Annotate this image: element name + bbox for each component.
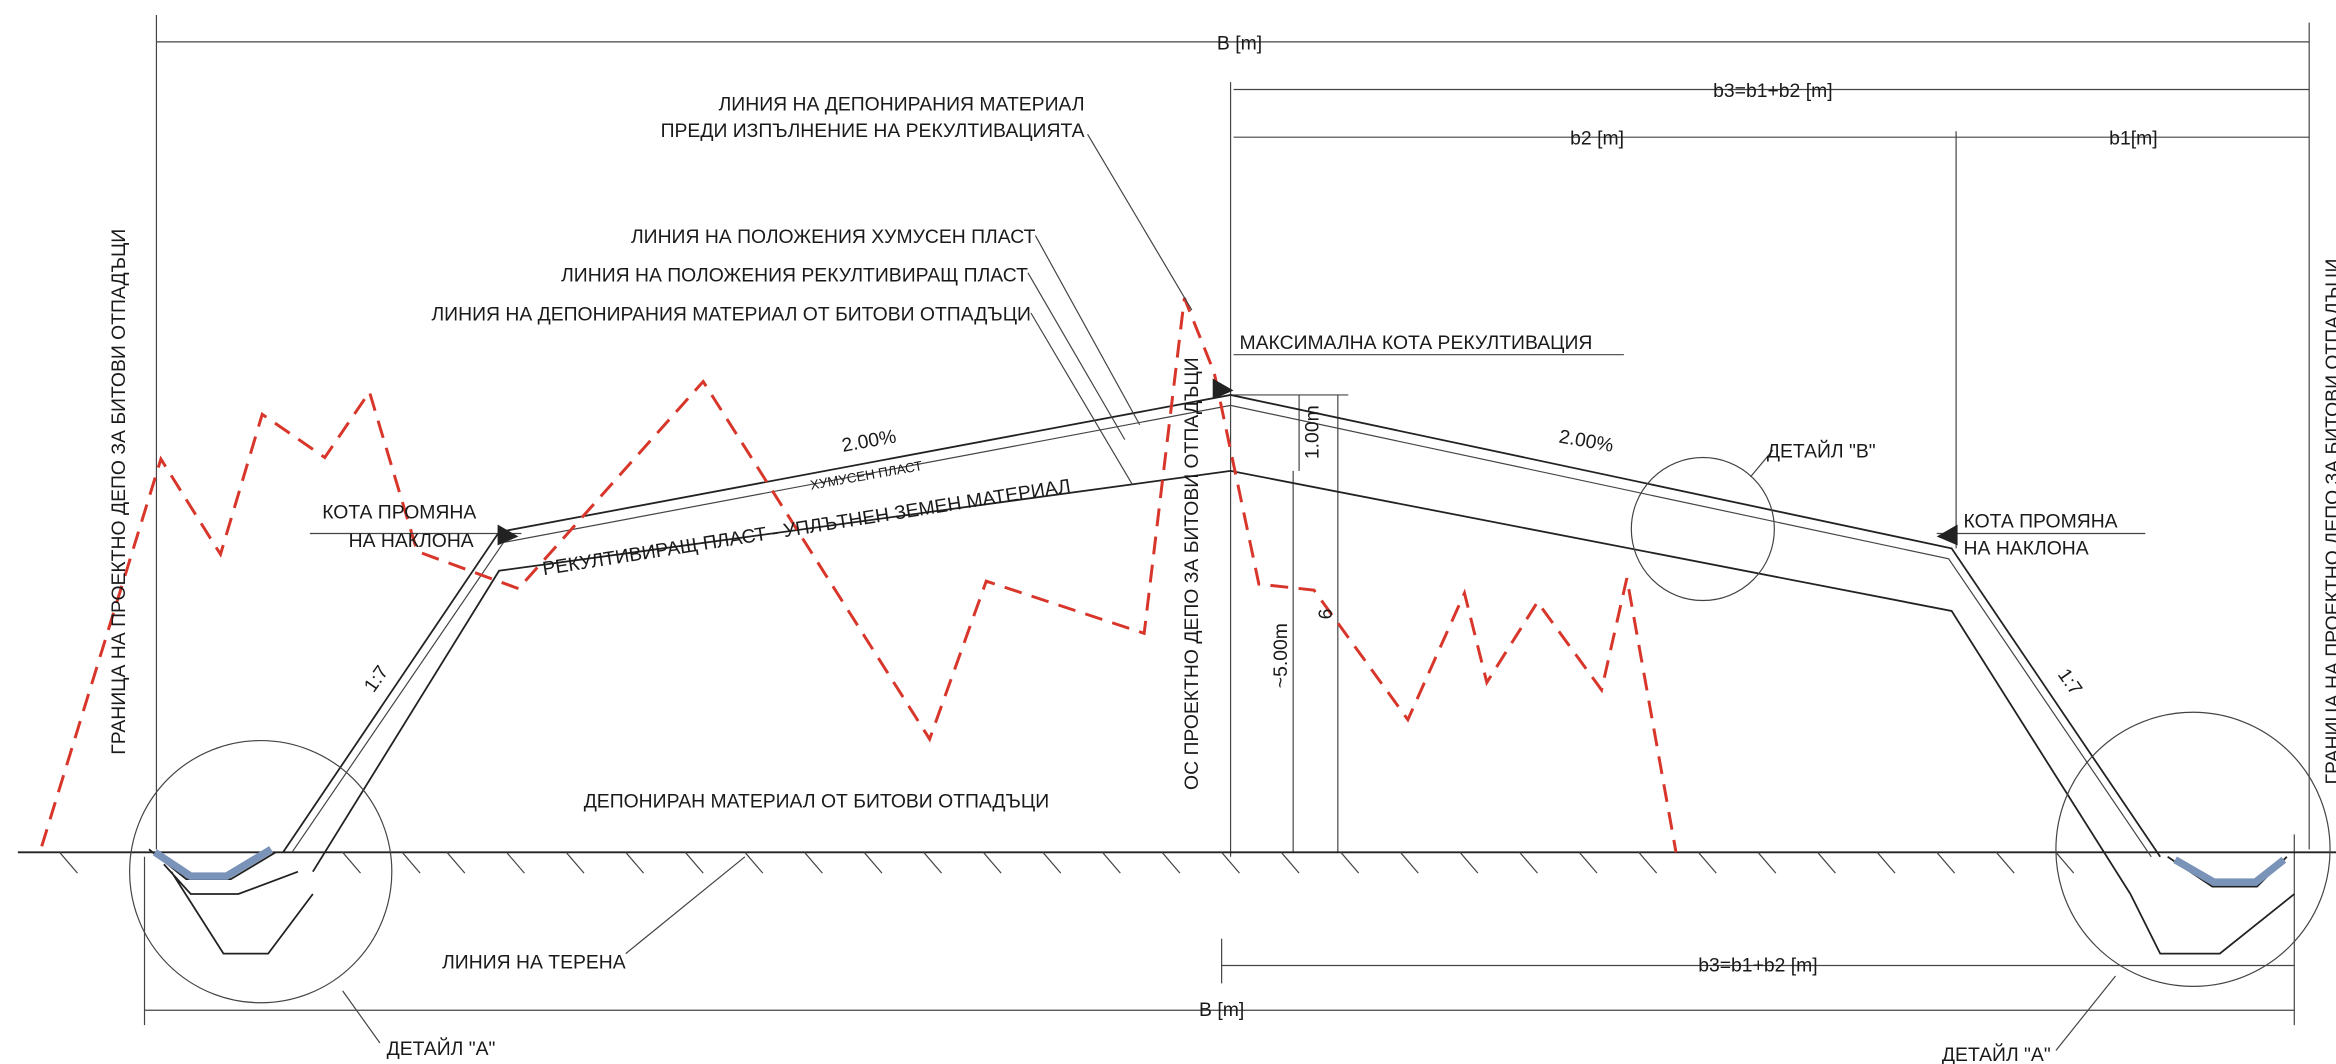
dim: b3=b1+b2 [m] xyxy=(1713,80,1832,102)
label: ЛИНИЯ НА ПОЛОЖЕНИЯ ХУМУСЕН ПЛАСТ xyxy=(631,226,1036,248)
label: КОТА ПРОМЯНА xyxy=(1964,511,2118,533)
label: ДЕТАЙЛ "А" xyxy=(387,1036,496,1060)
label: 1:7 xyxy=(2053,665,2086,700)
dim: 6 xyxy=(1315,609,1337,620)
dim: B [m] xyxy=(1199,999,1244,1021)
dim: b1[m] xyxy=(2109,128,2157,150)
label: ЛИНИЯ НА ПОЛОЖЕНИЯ РЕКУЛТИВИРАЩ ПЛАСТ xyxy=(561,265,1028,287)
dim: B [m] xyxy=(1217,32,1262,54)
label: РЕКУЛТИВИРАЩ ПЛАСТ - УПЛЪТНЕН ЗЕМЕН МАТЕ… xyxy=(541,475,1072,580)
geometry xyxy=(17,15,2336,1051)
label: 2.00% xyxy=(1557,426,1615,457)
dim: ~5.00m xyxy=(1270,623,1292,688)
label: ЛИНИЯ НА ДЕПОНИРАНИЯ МАТЕРИАЛ xyxy=(719,93,1085,115)
label: НА НАКЛОНА xyxy=(1964,537,2089,559)
label: 1:7 xyxy=(360,662,393,697)
label: ЛИНИЯ НА ДЕПОНИРАНИЯ МАТЕРИАЛ ОТ БИТОВИ … xyxy=(431,303,1030,325)
label: ПРЕДИ ИЗПЪЛНЕНИЕ НА РЕКУЛТИВАЦИЯТА xyxy=(661,120,1085,142)
dim: b3=b1+b2 [m] xyxy=(1698,954,1817,976)
dim: b2 [m] xyxy=(1570,128,1624,150)
label: НА НАКЛОНА xyxy=(349,530,474,552)
label: 2.00% xyxy=(840,426,898,457)
label: ДЕТАЙЛ "В" xyxy=(1767,439,1876,463)
label: ГРАНИЦА НА ПРОЕКТНО ДЕПО ЗА БИТОВИ ОТПАД… xyxy=(108,229,130,755)
dim: 1.00m xyxy=(1302,405,1324,459)
label: ГРАНИЦА НА ПРОЕКТНО ДЕПО ЗА БИТОВИ ОТПАД… xyxy=(2322,259,2336,785)
label: ОС ПРОЕКТНО ДЕПО ЗА БИТОВИ ОТПАДЪЦИ xyxy=(1181,357,1203,790)
labels: B [m] b3=b1+b2 [m] b2 [m] b1[m] b3=b1+b2… xyxy=(108,32,2336,1064)
label: КОТА ПРОМЯНА xyxy=(322,502,476,524)
label: ДЕТАЙЛ "А" xyxy=(1942,1042,2051,1064)
label: МАКСИМАЛНА КОТА РЕКУЛТИВАЦИЯ xyxy=(1240,332,1593,354)
label: ДЕПОНИРАН МАТЕРИАЛ ОТ БИТОВИ ОТПАДЪЦИ xyxy=(584,791,1049,813)
label: ЛИНИЯ НА ТЕРЕНА xyxy=(442,952,626,974)
